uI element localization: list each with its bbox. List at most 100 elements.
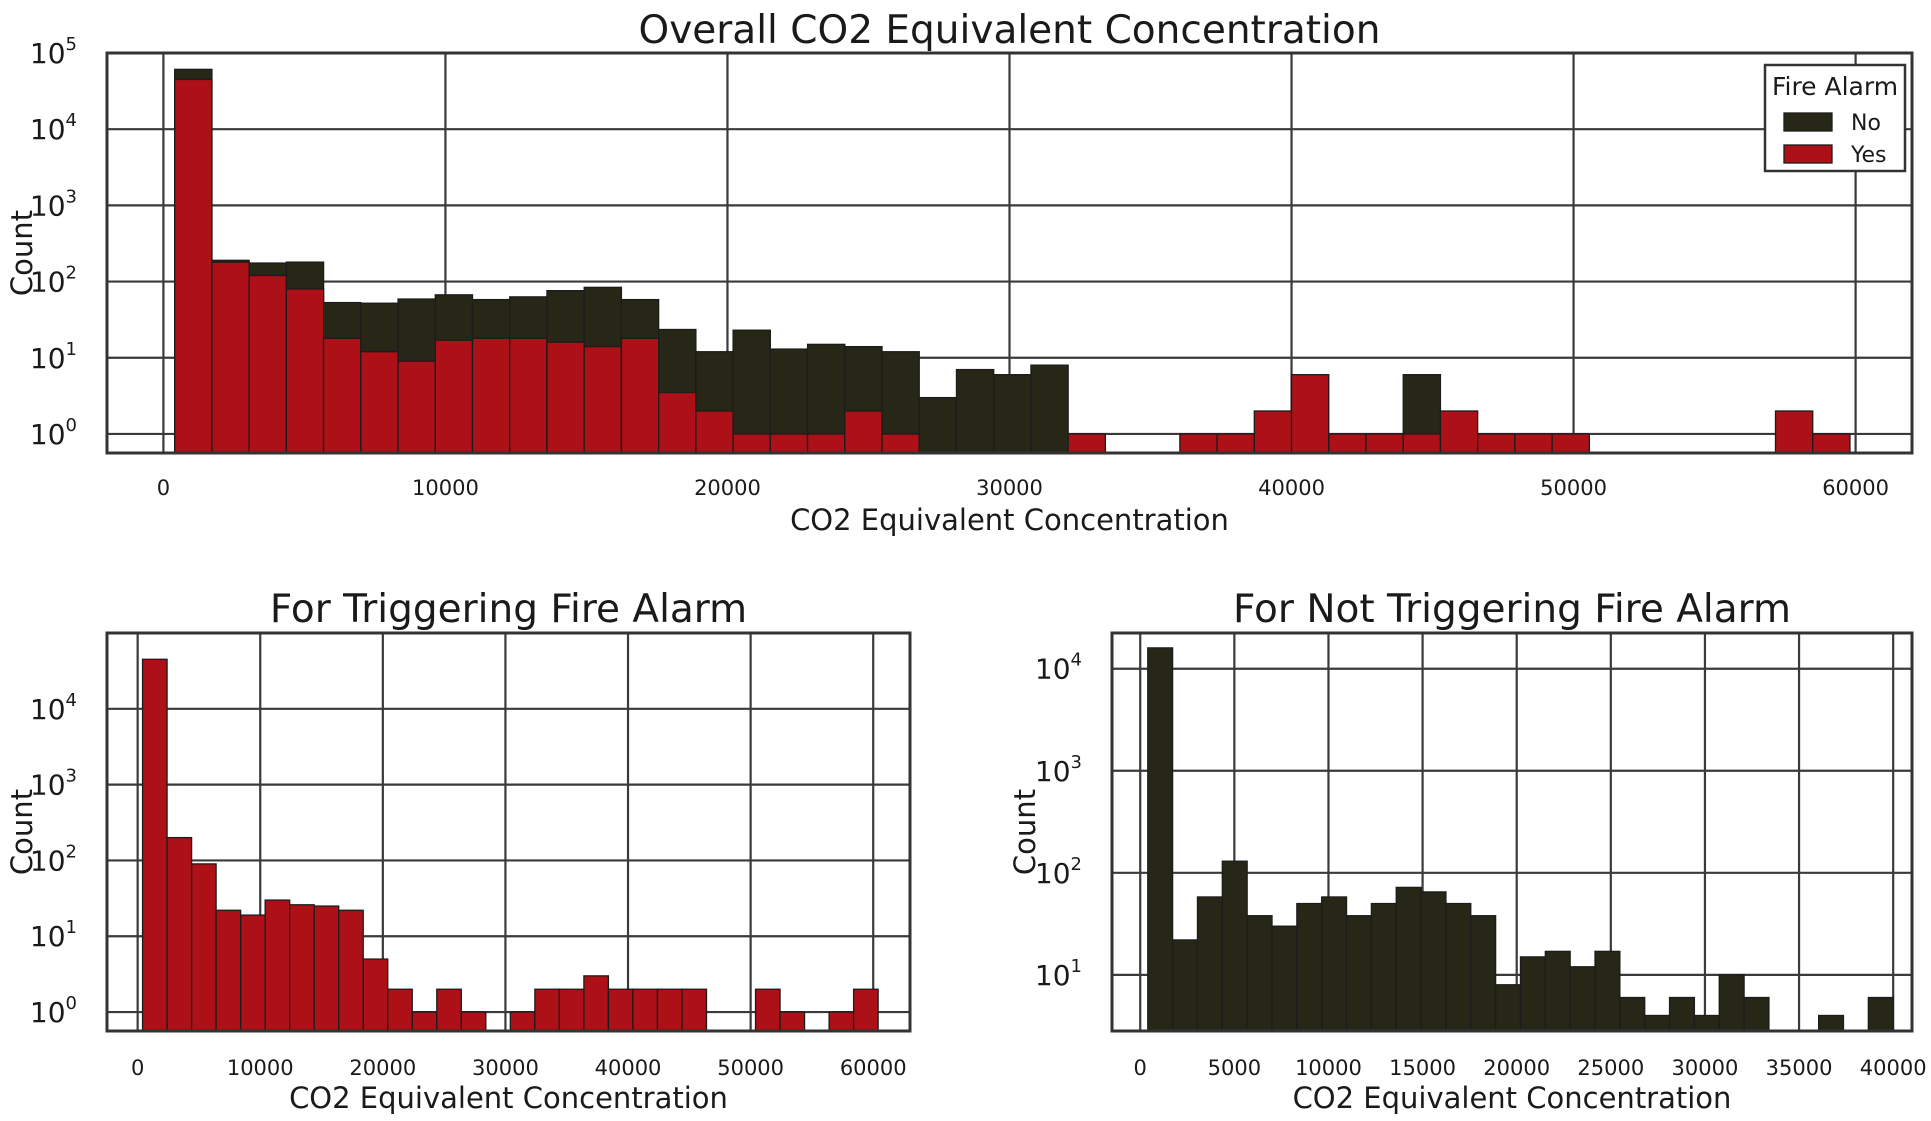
bar-no <box>955 368 995 453</box>
bar-no <box>1693 1014 1720 1031</box>
y-axis-label: Count <box>5 210 39 296</box>
chart-title: For Not Triggering Fire Alarm <box>1233 587 1791 632</box>
bar-yes <box>322 337 362 453</box>
x-tick-label: 30000 <box>472 1056 539 1080</box>
bar-yes <box>211 261 250 453</box>
x-tick-label: 25000 <box>1577 1056 1644 1080</box>
bar-no <box>1644 1014 1671 1031</box>
bar-yes <box>215 909 242 1031</box>
bar-no <box>1271 925 1298 1031</box>
y-axis-label: Count <box>1008 789 1042 875</box>
bar-yes <box>852 988 879 1031</box>
x-tick-label: 20000 <box>349 1056 416 1080</box>
plot-frame <box>1110 631 1914 1033</box>
x-tick-label: 35000 <box>1766 1056 1833 1080</box>
bar-yes <box>632 988 659 1031</box>
bars <box>141 658 879 1031</box>
bar-no <box>1494 984 1522 1031</box>
legend-label-no: No <box>1851 111 1881 136</box>
plot-frame <box>105 51 1914 455</box>
bar-no <box>1718 974 1745 1031</box>
bar-yes <box>436 988 462 1031</box>
y-tick-label: 104 <box>30 690 77 726</box>
x-tick-label: 10000 <box>1295 1056 1362 1080</box>
bar-no <box>1445 902 1472 1031</box>
x-tick-label: 0 <box>131 1056 144 1080</box>
x-tick-label: 15000 <box>1389 1056 1456 1080</box>
bar-yes <box>1551 433 1591 453</box>
bars <box>174 68 1851 453</box>
bar-no <box>918 396 958 453</box>
bar-yes <box>620 337 660 453</box>
bar-yes <box>141 658 168 1031</box>
x-tick-label: 40000 <box>1860 1056 1927 1080</box>
y-tick-label: 104 <box>30 110 77 146</box>
bar-no <box>993 374 1032 453</box>
x-tick-label: 50000 <box>1540 476 1607 500</box>
no-fire-alarm-histogram-panel: 0 5000 10000 15000 20000 25000 30000 35000 40000… <box>1008 587 1927 1115</box>
bar-yes <box>558 988 585 1031</box>
bar-yes <box>434 339 474 453</box>
bar-yes <box>1774 410 1814 453</box>
x-tick-label: 0 <box>1134 1056 1147 1080</box>
y-tick-label: 102 <box>30 263 77 299</box>
x-tick-label: 20000 <box>694 476 761 500</box>
bar-no <box>1544 950 1571 1031</box>
bar-yes <box>397 360 436 453</box>
bar-yes <box>313 905 340 1031</box>
y-tick-label: 101 <box>1035 956 1082 992</box>
bar-yes <box>844 410 883 453</box>
bar-no <box>1296 902 1323 1031</box>
bar-no <box>1470 915 1497 1031</box>
bar-yes <box>509 337 548 453</box>
bar-yes <box>681 988 708 1031</box>
overall-histogram-panel: 0 10000 20000 30000 40000 50000 60000 100 101 102… <box>5 8 1914 537</box>
bar-yes <box>264 899 291 1031</box>
bar-yes <box>1067 433 1107 453</box>
bar-yes <box>754 988 781 1031</box>
y-tick-label: 104 <box>1035 650 1082 686</box>
bar-no <box>1030 364 1069 453</box>
bar-yes <box>656 988 683 1031</box>
bar-yes <box>239 914 266 1031</box>
bar-yes <box>360 351 399 453</box>
bar-yes <box>166 836 193 1031</box>
bar-yes <box>190 863 217 1031</box>
legend-swatch-no <box>1783 112 1833 132</box>
bar-yes <box>289 904 315 1031</box>
legend: Fire Alarm No Yes <box>1763 63 1907 173</box>
bar-yes <box>658 391 697 453</box>
bar-yes <box>248 274 288 453</box>
x-tick-label: 60000 <box>1822 476 1889 500</box>
x-tick-label: 10000 <box>412 476 479 500</box>
bar-no <box>1743 996 1770 1031</box>
x-axis-label: CO2 Equivalent Concentration <box>289 1081 728 1115</box>
x-tick-label: 20000 <box>1483 1056 1550 1080</box>
bar-no <box>1321 896 1348 1031</box>
bar-no <box>1147 647 1174 1031</box>
y-axis-label: Count <box>5 789 39 875</box>
bar-yes <box>1290 374 1330 453</box>
bar-yes <box>285 288 325 453</box>
bar-yes <box>583 345 623 453</box>
bar-no <box>1519 956 1546 1031</box>
bar-no <box>1221 860 1248 1031</box>
x-tick-label: 50000 <box>717 1056 784 1080</box>
x-axis-label: CO2 Equivalent Concentration <box>790 503 1229 537</box>
legend-swatch-yes <box>1783 144 1833 164</box>
bar-yes <box>362 958 389 1031</box>
bar-yes <box>174 78 213 453</box>
y-tick-label: 100 <box>30 993 77 1029</box>
legend-label-yes: Yes <box>1850 143 1887 168</box>
x-tick-label: 5000 <box>1208 1056 1261 1080</box>
y-tick-label: 102 <box>1035 854 1082 890</box>
bar-no <box>1569 966 1596 1031</box>
bar-no <box>1420 891 1447 1031</box>
x-tick-label: 0 <box>157 476 170 500</box>
bar-no <box>1817 1014 1845 1031</box>
bar-yes <box>534 988 561 1031</box>
y-tick-label: 103 <box>30 766 77 802</box>
chart-title: Overall CO2 Equivalent Concentration <box>639 8 1381 53</box>
x-axis-label: CO2 Equivalent Concentration <box>1293 1081 1732 1115</box>
